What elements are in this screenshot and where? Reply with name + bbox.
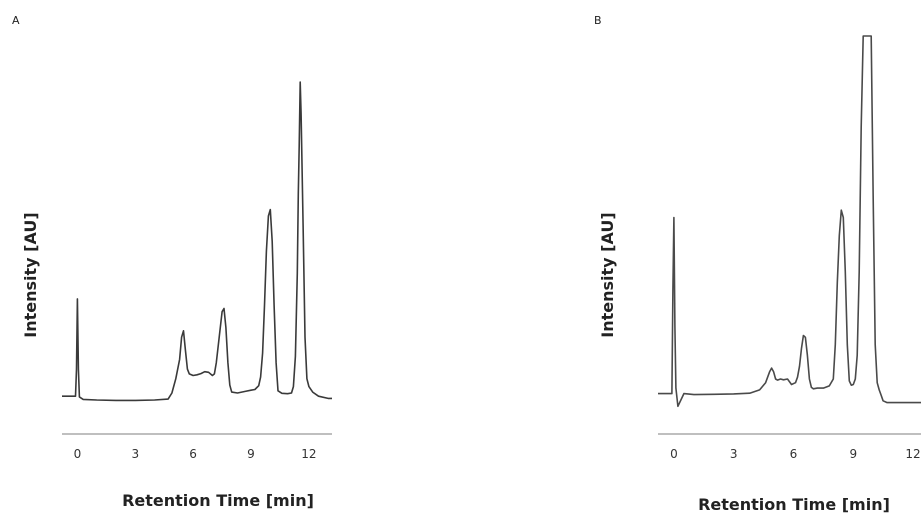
chart-panel-a: A 0 3 6 9 12 Retention Time [min] Intensity … [0, 0, 460, 521]
x-tick-label-b-12: 12 [905, 447, 920, 461]
y-axis-label-b: Intensity [AU] [598, 212, 617, 337]
x-tick-label-a-9: 9 [247, 447, 255, 461]
x-tick-label-a-3: 3 [131, 447, 139, 461]
x-tick-label-a-0: 0 [74, 447, 82, 461]
x-tick-label-b-0: 0 [670, 447, 678, 461]
chromatogram-trace-b-0 [658, 35, 921, 408]
x-tick-label-b-9: 9 [849, 447, 857, 461]
x-tick-label-a-12: 12 [301, 447, 316, 461]
y-axis-label-a: Intensity [AU] [21, 212, 40, 337]
chromatogram-a: 0 3 6 9 12 Retention Time [min] Intensity [A… [21, 81, 332, 510]
x-tick-label-a-6: 6 [189, 447, 197, 461]
chromatogram-b: 0 3 6 9 12 Retention Time [min] Intensity [A… [598, 35, 921, 514]
chromatogram-trace-a-0 [62, 81, 332, 402]
x-axis-label-b: Retention Time [min] [698, 495, 890, 514]
x-tick-label-b-6: 6 [790, 447, 798, 461]
panel-label-a: A [12, 14, 20, 27]
x-axis-label-a: Retention Time [min] [122, 491, 314, 510]
panel-label-b: B [594, 14, 602, 27]
chart-panel-b: B 0 3 6 9 12 Retention Time [min] Intensity … [460, 0, 921, 521]
x-tick-label-b-3: 3 [730, 447, 738, 461]
